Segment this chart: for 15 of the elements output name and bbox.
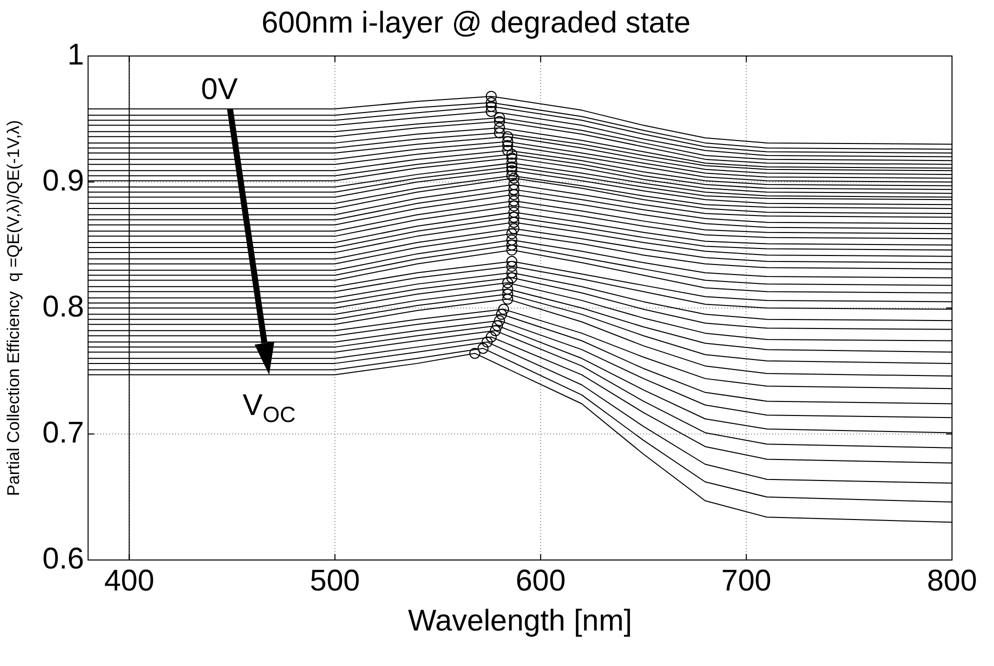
y-tick-label: 0.7 [42,416,84,450]
y-tick-label: 0.9 [42,164,84,198]
x-tick-label: 700 [721,564,772,598]
annotation: V$_{OC}$ [242,388,296,428]
y-tick-label: 0.8 [42,290,84,324]
x-tick-label: 500 [310,564,360,598]
x-tick-label: 800 [926,564,978,598]
x-tick-label: 600 [516,564,566,598]
annotation: 0V [201,72,238,107]
x-axis-title: Wavelength [nm] [408,604,632,638]
x-tick-label: 400 [104,564,154,598]
y-tick-label: 1 [67,38,84,72]
chart-title: 600nm i-layer @ degraded state [261,6,691,40]
y-axis-title: Partial Collection Efficiency q =QE(V,λ)/QE(-1V,λ) [4,120,23,496]
y-tick-label: 0.6 [42,542,84,576]
